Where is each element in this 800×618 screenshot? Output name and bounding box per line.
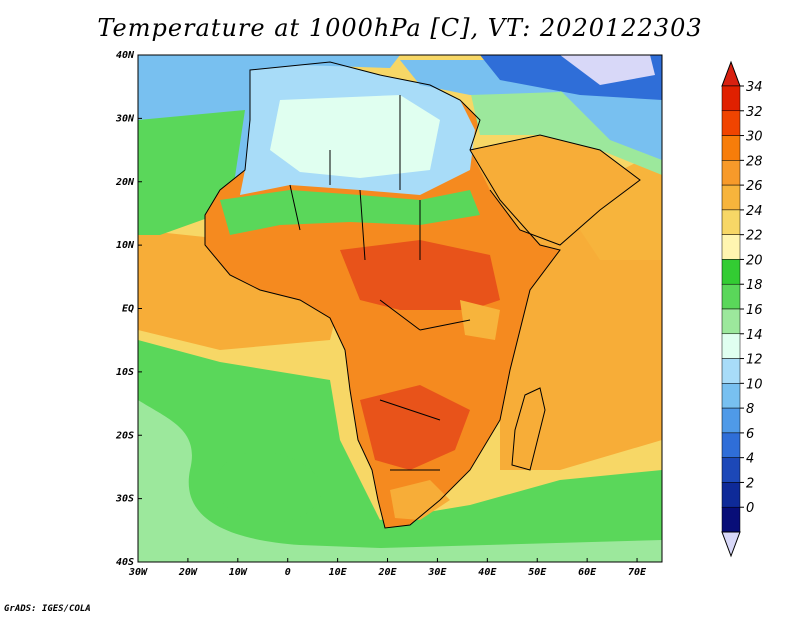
- colorbar-label: 14: [746, 328, 763, 343]
- lat-label: EQ: [122, 304, 134, 315]
- lon-label: 70E: [628, 567, 647, 578]
- colorbar-top-arrow: [721, 60, 741, 87]
- lat-label: 10N: [116, 240, 135, 251]
- colorbar-bottom-arrow: [721, 531, 741, 558]
- colorbar-label: 2: [746, 476, 754, 491]
- lon-label: 40E: [478, 567, 497, 578]
- colorbar-label: 26: [746, 179, 763, 194]
- arabia-land: [470, 135, 640, 245]
- europe-south: [138, 55, 400, 70]
- colorbar-swatch: [721, 259, 741, 285]
- colorbar-label: 12: [746, 353, 763, 368]
- lat-label: 30S: [115, 494, 134, 505]
- mountain-cold: [560, 55, 655, 85]
- lon-label: 30E: [427, 567, 447, 578]
- colorbar-label: 34: [746, 80, 763, 95]
- colorbar-swatch: [721, 234, 741, 260]
- colorbar-label: 28: [746, 154, 763, 169]
- credit-label: GrADS: IGES/COLA: [4, 604, 91, 614]
- lon-label: 30W: [128, 567, 148, 578]
- colorbar-swatch: [721, 383, 741, 409]
- colorbar-swatch: [721, 407, 741, 434]
- colorbar-label: 4: [746, 452, 754, 467]
- lon-label: 10E: [329, 567, 348, 578]
- lat-label: 10S: [116, 367, 134, 378]
- madagascar: [512, 388, 545, 470]
- colorbar-label: 24: [746, 204, 763, 219]
- colorbar-swatch: [721, 482, 741, 508]
- colorbar-label: 32: [746, 105, 763, 120]
- colorbar-label: 30: [746, 130, 763, 145]
- colorbar-label: 16: [746, 303, 763, 318]
- colorbar-swatch: [721, 135, 741, 161]
- lon-label: 20W: [178, 567, 198, 578]
- lat-label: 40N: [116, 50, 135, 61]
- sahel-band: [220, 190, 480, 235]
- colorbar-label: 8: [746, 402, 754, 417]
- colorbar-swatch: [721, 184, 741, 211]
- central-hot: [340, 240, 500, 310]
- colorbar-swatch: [721, 85, 741, 112]
- south-mild-ocean: [216, 451, 322, 523]
- colorbar-swatch: [721, 506, 741, 533]
- colorbar-label: 10: [746, 377, 763, 392]
- south-cold-ocean: [138, 400, 662, 562]
- colorbar-label: 0: [746, 501, 754, 516]
- south-hot: [360, 385, 470, 470]
- map-title: Temperature at 1000hPa [C], VT: 20201223…: [97, 14, 703, 42]
- lon-label: 20E: [377, 567, 397, 578]
- colorbar-swatch: [721, 333, 741, 359]
- colorbar-swatch: [721, 308, 741, 335]
- east-africa-highland: [460, 300, 500, 340]
- colorbar-swatch: [721, 209, 741, 235]
- colorbar-swatch: [721, 457, 741, 483]
- lat-label: 30N: [115, 113, 135, 124]
- colorbar-label: 20: [746, 253, 763, 268]
- sahara-core: [270, 95, 440, 178]
- colorbar-label: 18: [746, 278, 763, 293]
- lon-label: 10W: [229, 567, 248, 578]
- lon-label: 60E: [578, 567, 597, 578]
- coastlines: [204, 61, 641, 529]
- lon-label: 50E: [528, 567, 547, 578]
- lat-label: 20N: [115, 177, 135, 188]
- lat-label: 20S: [115, 430, 134, 441]
- south-tip: [390, 480, 450, 520]
- colorbar-label: 22: [746, 229, 763, 244]
- colorbar-swatch: [721, 160, 741, 186]
- colorbar-swatch: [721, 358, 741, 384]
- map-plot: [138, 55, 662, 562]
- colorbar-swatch: [721, 110, 741, 136]
- lon-label: 0: [285, 567, 291, 578]
- colorbar-label: 6: [746, 427, 754, 442]
- colorbar-swatch: [721, 283, 741, 310]
- lat-label: 40S: [116, 557, 134, 568]
- colorbar-swatch: [721, 432, 741, 458]
